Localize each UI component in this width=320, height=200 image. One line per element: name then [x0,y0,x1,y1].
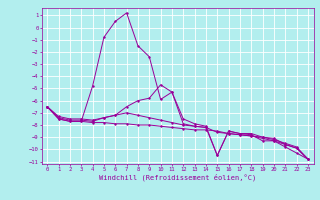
X-axis label: Windchill (Refroidissement éolien,°C): Windchill (Refroidissement éolien,°C) [99,174,256,181]
